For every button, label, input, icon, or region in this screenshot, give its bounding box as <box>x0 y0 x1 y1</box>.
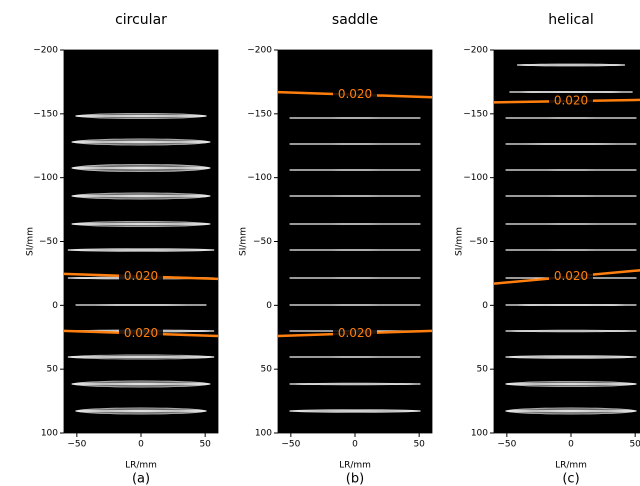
contour-label-gap <box>333 87 377 102</box>
x-tick-label: 50 <box>413 440 425 450</box>
x-axis-label: LR/mm <box>555 461 587 471</box>
y-tick-label: −100 <box>33 173 58 183</box>
y-tick-label: 100 <box>255 429 272 439</box>
contour-label-gap <box>549 269 593 284</box>
x-tick-label: 50 <box>199 440 211 450</box>
panel-title: helical <box>548 12 593 28</box>
y-tick-label: −150 <box>247 109 272 119</box>
contour-label: 0.020 <box>338 87 372 101</box>
y-axis-label: SI/mm <box>26 227 36 256</box>
x-tick-label: 0 <box>352 440 358 450</box>
contour-label: 0.020 <box>338 326 372 340</box>
image-background <box>64 50 218 433</box>
contour-label-gap <box>119 326 163 341</box>
panel-caption: (b) <box>346 472 364 486</box>
y-tick-label: −150 <box>33 109 58 119</box>
panel-title: saddle <box>332 12 378 28</box>
y-tick-label: 0 <box>482 301 488 311</box>
y-tick-label: 100 <box>41 429 58 439</box>
y-tick-label: −100 <box>463 173 488 183</box>
x-tick-label: −50 <box>281 440 300 450</box>
contour-label: 0.020 <box>124 326 158 340</box>
y-tick-label: −50 <box>469 237 488 247</box>
contour-label-gap <box>549 94 593 109</box>
y-tick-label: 50 <box>477 365 489 375</box>
x-tick-label: −50 <box>497 440 516 450</box>
contour-label: 0.020 <box>554 269 588 283</box>
y-tick-label: −200 <box>247 46 272 56</box>
x-tick-label: 0 <box>568 440 574 450</box>
y-tick-label: 50 <box>261 365 273 375</box>
x-tick-label: 50 <box>629 440 640 450</box>
image-background <box>494 50 640 433</box>
contour-label: 0.020 <box>554 94 588 108</box>
contour-label-gap <box>119 269 163 284</box>
y-tick-label: −100 <box>247 173 272 183</box>
x-tick-label: 0 <box>138 440 144 450</box>
contour-label: 0.020 <box>124 269 158 283</box>
y-tick-label: 0 <box>52 301 58 311</box>
y-tick-label: −200 <box>463 46 488 56</box>
image-background <box>278 50 432 433</box>
y-tick-label: −50 <box>253 237 272 247</box>
y-tick-label: −200 <box>33 46 58 56</box>
y-tick-label: 50 <box>47 365 59 375</box>
y-tick-label: 100 <box>471 429 488 439</box>
y-axis-label: SI/mm <box>455 227 465 256</box>
y-tick-label: −150 <box>463 109 488 119</box>
x-axis-label: LR/mm <box>125 461 157 471</box>
x-axis-label: LR/mm <box>339 461 371 471</box>
panel-caption: (c) <box>562 472 579 486</box>
x-tick-label: −50 <box>67 440 86 450</box>
y-tick-label: −50 <box>39 237 58 247</box>
y-axis-label: SI/mm <box>239 227 249 256</box>
panel-caption: (a) <box>132 472 150 486</box>
contour-label-gap <box>333 326 377 341</box>
y-tick-label: 0 <box>266 301 272 311</box>
panel-title: circular <box>115 12 167 28</box>
